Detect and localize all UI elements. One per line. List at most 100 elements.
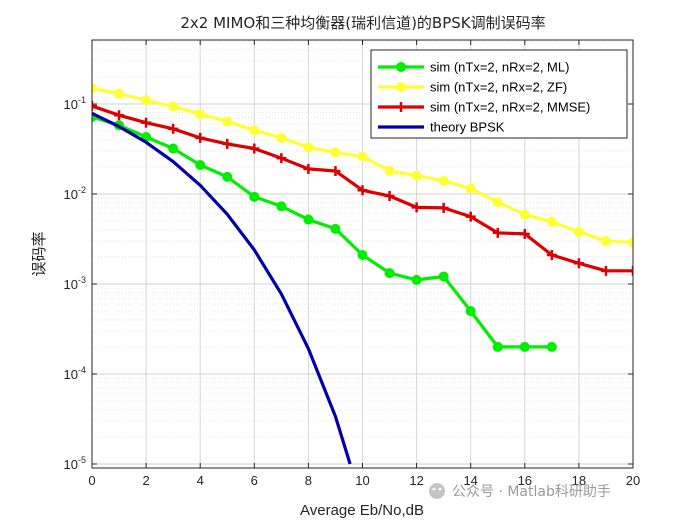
wechat-icon bbox=[429, 483, 445, 499]
x-tick-label: 18 bbox=[572, 473, 586, 488]
series-line bbox=[92, 111, 352, 465]
y-tick-base: 10 bbox=[64, 97, 78, 112]
data-point bbox=[303, 163, 314, 174]
y-axis-ticks: 10-110-210-310-410-5 bbox=[64, 95, 633, 472]
x-tick-label: 20 bbox=[626, 473, 640, 488]
data-point bbox=[222, 138, 233, 149]
wechat-icon-eye-right bbox=[438, 487, 442, 491]
y-tick-exponent: -2 bbox=[78, 185, 86, 195]
chart-title: 2x2 MIMO和三种均衡器(瑞利信道)的BPSK调制误码率 bbox=[180, 14, 545, 32]
data-point bbox=[546, 341, 557, 352]
data-point bbox=[276, 132, 287, 143]
y-tick-base: 10 bbox=[64, 457, 78, 472]
data-point bbox=[330, 223, 341, 234]
data-point bbox=[195, 109, 206, 120]
legend-label: theory BPSK bbox=[430, 120, 505, 135]
data-point bbox=[465, 211, 476, 222]
y-tick-exponent: -4 bbox=[78, 365, 86, 375]
legend: sim (nTx=2, nRx=2, ML) sim (nTx=2, nRx=2,… bbox=[370, 49, 628, 139]
data-point bbox=[438, 202, 449, 213]
x-tick-label: 0 bbox=[88, 473, 95, 488]
data-point bbox=[357, 151, 368, 162]
data-point bbox=[114, 88, 125, 99]
data-point bbox=[195, 132, 206, 143]
legend-marker bbox=[396, 62, 406, 72]
data-point bbox=[168, 101, 179, 112]
data-point bbox=[384, 166, 395, 177]
data-point bbox=[276, 201, 287, 212]
data-point bbox=[519, 341, 530, 352]
legend-item: theory BPSK bbox=[378, 120, 505, 135]
data-point bbox=[411, 202, 422, 213]
data-point bbox=[600, 236, 611, 247]
x-tick-label: 16 bbox=[518, 473, 532, 488]
data-point bbox=[303, 214, 314, 225]
legend-item: sim (nTx=2, nRx=2, ZF) bbox=[378, 80, 567, 95]
data-point bbox=[168, 123, 179, 134]
x-tick-label: 6 bbox=[251, 473, 258, 488]
data-point bbox=[92, 83, 97, 94]
watermark-text: 公众号 · Matlab科研助手 bbox=[452, 484, 611, 500]
data-point bbox=[519, 209, 530, 220]
data-point bbox=[384, 268, 395, 279]
x-tick-label: 8 bbox=[305, 473, 312, 488]
data-point bbox=[546, 250, 557, 261]
series-2 bbox=[92, 101, 633, 276]
x-tick-label: 12 bbox=[409, 473, 423, 488]
data-point bbox=[141, 95, 152, 106]
data-point bbox=[492, 197, 503, 208]
data-point bbox=[195, 160, 206, 171]
data-point bbox=[168, 143, 179, 154]
data-point bbox=[222, 171, 233, 182]
y-tick-base: 10 bbox=[64, 367, 78, 382]
data-point bbox=[628, 237, 633, 248]
watermark: 公众号 · Matlab科研助手 bbox=[429, 483, 611, 500]
data-point bbox=[249, 143, 260, 154]
data-point bbox=[92, 101, 97, 112]
legend-label: sim (nTx=2, nRx=2, MMSE) bbox=[430, 100, 590, 115]
y-tick-label: 10-3 bbox=[64, 275, 86, 292]
series-1 bbox=[92, 83, 633, 248]
x-tick-label: 14 bbox=[463, 473, 477, 488]
data-point bbox=[249, 191, 260, 202]
data-point bbox=[222, 116, 233, 127]
legend-item: sim (nTx=2, nRx=2, ML) bbox=[378, 60, 569, 75]
x-tick-label: 4 bbox=[197, 473, 204, 488]
data-point bbox=[303, 142, 314, 153]
y-axis-label: 误码率 bbox=[30, 231, 48, 276]
data-point bbox=[384, 191, 395, 202]
y-tick-label: 10-2 bbox=[64, 185, 86, 202]
data-point bbox=[438, 175, 449, 186]
data-point bbox=[114, 110, 125, 121]
data-point bbox=[573, 226, 584, 237]
data-point bbox=[330, 147, 341, 158]
data-point bbox=[438, 271, 449, 282]
data-point bbox=[573, 258, 584, 269]
x-tick-label: 2 bbox=[142, 473, 149, 488]
legend-box bbox=[370, 49, 628, 139]
data-point bbox=[519, 228, 530, 239]
data-point bbox=[357, 250, 368, 261]
legend-label: sim (nTx=2, nRx=2, ZF) bbox=[430, 80, 567, 95]
legend-marker bbox=[396, 102, 406, 112]
y-tick-base: 10 bbox=[64, 187, 78, 202]
data-point bbox=[411, 274, 422, 285]
y-tick-exponent: -1 bbox=[78, 95, 86, 105]
y-tick-label: 10-4 bbox=[64, 365, 86, 382]
data-point bbox=[249, 125, 260, 136]
x-axis-ticks: 0 2 4 6 8 10 12 14 16 18 20 bbox=[88, 40, 640, 488]
y-tick-label: 10-1 bbox=[64, 95, 86, 112]
wechat-icon-eye-left bbox=[432, 487, 436, 491]
x-axis-label: Average Eb/No,dB bbox=[300, 502, 424, 519]
data-point bbox=[411, 170, 422, 181]
legend-label: sim (nTx=2, nRx=2, ML) bbox=[430, 60, 569, 75]
data-point bbox=[465, 183, 476, 194]
grid-major bbox=[92, 40, 633, 468]
data-point bbox=[330, 166, 341, 177]
x-tick-label: 10 bbox=[355, 473, 369, 488]
data-point bbox=[492, 341, 503, 352]
y-tick-exponent: -5 bbox=[78, 455, 86, 465]
data-point bbox=[492, 227, 503, 238]
data-point bbox=[276, 153, 287, 164]
